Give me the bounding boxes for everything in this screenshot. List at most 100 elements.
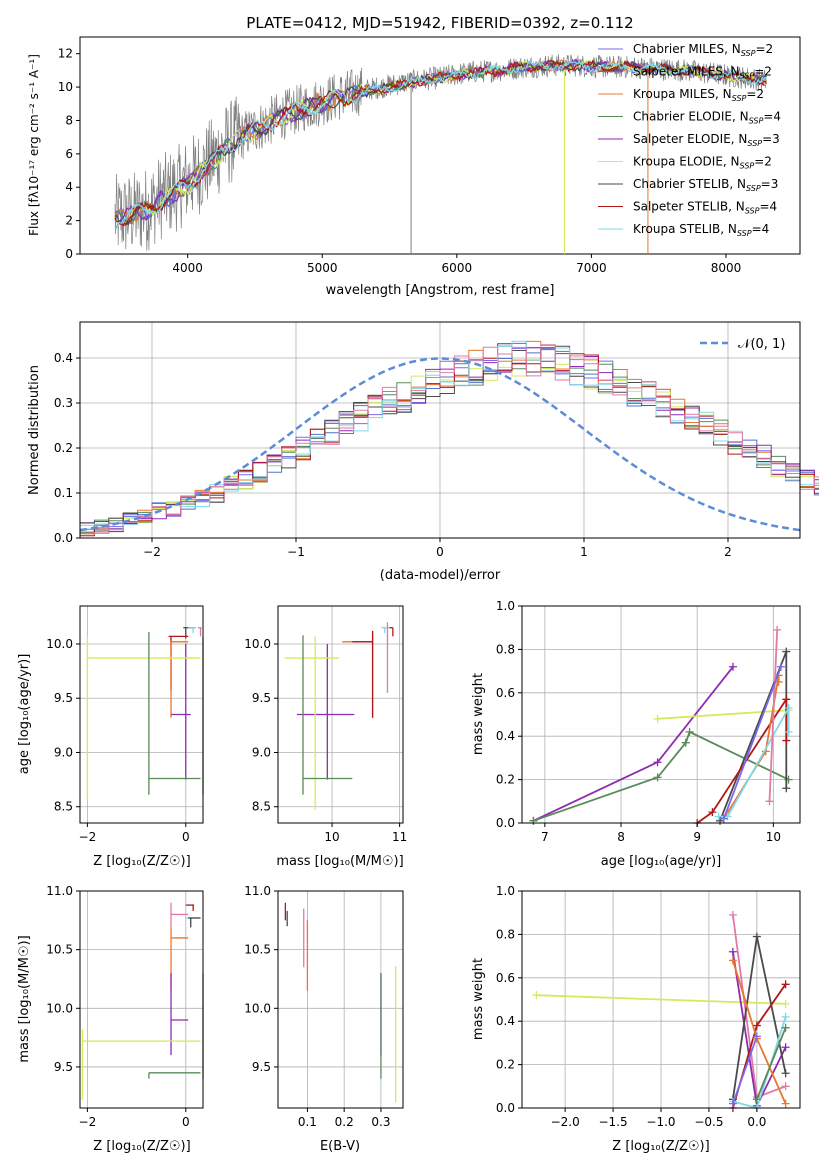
mass-vs-Z-ticks: −2 0 9.5 10.0 10.5 11.0 [46,884,189,1129]
y-tick-label: 0 [65,247,73,261]
spectrum-panel: 4000 5000 6000 7000 8000 0 2 4 6 8 10 12 wavelength… [27,36,801,298]
x-tick-label: 0.1 [298,1115,317,1129]
weight-point [776,662,785,671]
legend-entry-label: Salpeter MILES, NSSP=2 [633,65,772,81]
mass-vs-Z-panel: −2 0 9.5 10.0 10.5 11.0 Z [log₁₀(Z/Z☉)] mass … [17,884,204,1154]
legend-entry-label: Chabrier ELODIE, NSSP=4 [633,110,781,126]
mass-vs-EBV-errorbars [284,902,397,1103]
normal-curve [79,357,801,532]
y-tick-label: 9.5 [252,1060,271,1074]
y-tick-label: 0.6 [496,971,515,985]
legend-entry-label: Chabrier MILES, NSSP=2 [633,42,773,58]
y-tick-label: 1.0 [496,884,515,898]
mass-vs-Z-frame [79,890,204,1109]
residuals-ticks: −2 −1 0 1 2 0.0 0.1 0.2 0.3 0.4 [54,351,732,559]
x-tick-label: 0 [182,1115,190,1129]
y-tick-label: 0.4 [54,351,73,365]
residual-histogram [80,347,819,534]
weight-vs-age-panel: 7 8 9 10 0.0 0.2 0.4 0.6 0.8 1.0 age [log₁₀(age/y… [471,599,801,869]
y-tick-label: 10.5 [46,943,73,957]
weight-point [782,736,791,745]
y-tick-label: 10.5 [244,943,271,957]
weight-point [784,727,793,736]
x-tick-label: 9 [693,830,701,844]
mass-vs-EBV-frame [277,890,404,1109]
mass-vs-Z-ylabel: mass [log₁₀(M/M☉)] [17,935,32,1062]
legend-entry-label: Chabrier STELIB, NSSP=3 [633,177,778,193]
weight-vs-age-lines [529,625,793,827]
x-tick-label: −0.5 [694,1115,723,1129]
weight-point [781,980,790,989]
y-tick-label: 0.6 [496,686,515,700]
weight-point [653,773,662,782]
y-tick-label: 9.0 [252,745,271,759]
weight-line [756,1027,787,1100]
x-tick-label: 4000 [172,261,203,275]
spectrum-lines [114,54,767,254]
weight-point [782,695,791,704]
y-tick-label: 0.3 [54,396,73,410]
y-tick-label: 8.5 [252,800,271,814]
x-tick-label: 11 [392,830,407,844]
weight-vs-age-xlabel: age [log₁₀(age/yr)] [601,854,722,869]
y-tick-label: 6 [65,147,73,161]
weight-point [728,956,737,965]
age-vs-mass-frame [277,605,404,824]
weight-point [765,797,774,806]
x-tick-label: 8 [617,830,625,844]
y-tick-label: 0.0 [54,531,73,545]
weight-point [653,714,662,723]
weight-vs-Z-ticks: −2.0 −1.5 −1.0 −0.5 0.0 0.0 0.2 0.4 0.6 0.8 1.0 [496,884,767,1129]
x-tick-label: −2.0 [551,1115,580,1129]
y-tick-label: 1.0 [496,599,515,613]
y-tick-label: 10.0 [46,637,73,651]
residual-histogram [80,342,819,534]
weight-point [685,727,694,736]
weight-line [533,666,734,822]
weight-line [768,629,779,802]
y-tick-label: 10.0 [244,637,271,651]
spectrum-frame [79,36,801,255]
weight-line [722,666,782,820]
y-tick-label: 0.2 [496,773,515,787]
weight-point [728,910,737,919]
weight-point [784,703,793,712]
age-vs-Z-panel: −2 0 8.5 9.0 9.5 10.0 Z [log₁₀(Z/Z☉)] age [lo… [17,605,204,869]
x-tick-label: 0.0 [747,1115,766,1129]
weight-line [732,1036,758,1105]
residuals-grid [80,322,800,539]
x-tick-label: −2 [143,545,161,559]
x-tick-label: 0 [436,545,444,559]
weight-point [728,1099,737,1108]
weight-point [752,1095,761,1104]
mass-vs-EBV-ticks: 0.1 0.2 0.3 9.5 10.0 10.5 11.0 [244,884,390,1129]
y-tick-label: 11.0 [244,884,271,898]
normal-legend-label: 𝒩(0, 1) [738,337,785,352]
weight-point [781,999,790,1008]
x-tick-label: 6000 [442,261,473,275]
weight-vs-age-frame [521,605,801,824]
y-tick-label: 10.0 [46,1001,73,1015]
mass-vs-EBV-xlabel: E(B-V) [320,1139,360,1154]
y-tick-label: 10.0 [244,1001,271,1015]
y-tick-label: 2 [65,214,73,228]
age-vs-mass-ticks: 10 11 8.5 9.0 9.5 10.0 [244,637,407,844]
age-vs-mass-panel: 10 11 8.5 9.0 9.5 10.0 mass [log₁₀(M/M☉)] [244,605,407,869]
y-tick-label: 0.4 [496,1014,515,1028]
weight-vs-age-grid [522,605,800,824]
weight-line [696,696,788,824]
weight-vs-age-ylabel: mass weight [471,673,486,755]
residuals-panel: −2 −1 0 1 2 0.0 0.1 0.2 0.3 0.4 (data-model)/erro… [27,321,819,583]
mass-vs-Z-xlabel: Z [log₁₀(Z/Z☉)] [93,1139,190,1154]
y-tick-label: 9.5 [54,691,73,705]
residuals-ylabel: Normed distribution [27,365,42,495]
y-tick-label: 0.4 [496,729,515,743]
x-tick-label: −1 [287,545,305,559]
weight-point [781,1012,790,1021]
mass-vs-EBV-panel: 0.1 0.2 0.3 9.5 10.0 10.5 11.0 E(B-V) [244,884,404,1154]
weight-vs-age-ticks: 7 8 9 10 0.0 0.2 0.4 0.6 0.8 1.0 [496,599,781,844]
age-vs-Z-xlabel: Z [log₁₀(Z/Z☉)] [93,854,190,869]
x-tick-label: 7 [541,830,549,844]
weight-vs-Z-ylabel: mass weight [471,958,486,1040]
